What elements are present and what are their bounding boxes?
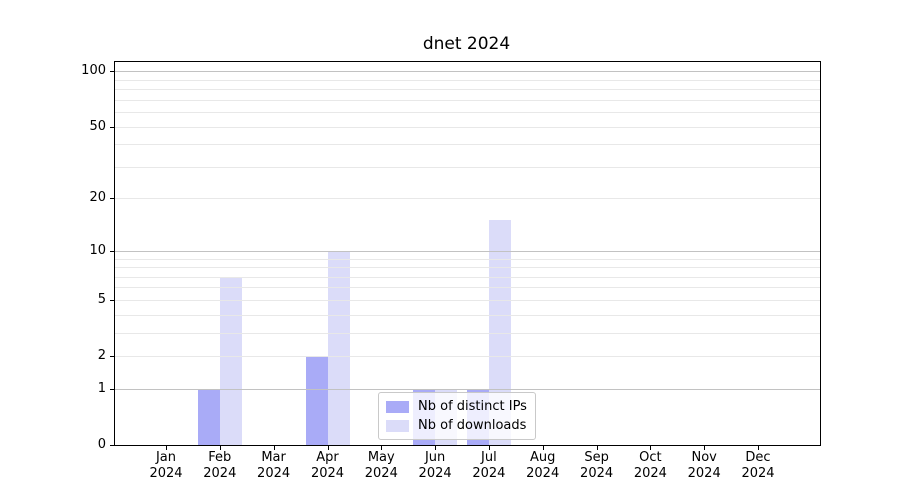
minor-gridline (115, 314, 820, 316)
y-tick-mark (110, 198, 114, 200)
y-tick-mark (110, 71, 114, 73)
x-tick-label: Nov 2024 (676, 450, 732, 482)
x-tick-label: Dec 2024 (730, 450, 786, 482)
x-tick-label: Oct 2024 (622, 450, 678, 482)
x-tick-mark (327, 446, 329, 450)
minor-gridline (115, 356, 820, 357)
x-tick-year: 2024 (418, 466, 452, 481)
x-tick-label: Sep 2024 (569, 450, 625, 482)
x-tick-month: Dec (745, 450, 771, 465)
y-tick-label: 0 (97, 437, 106, 452)
x-tick-year: 2024 (526, 466, 560, 481)
x-tick-mark (381, 446, 383, 450)
y-tick-label: 2 (97, 348, 106, 363)
y-tick-label: 10 (89, 242, 106, 258)
legend: Nb of distinct IPs Nb of downloads (378, 392, 536, 440)
x-tick-mark (596, 446, 598, 450)
x-tick-year: 2024 (633, 466, 667, 481)
minor-gridline (115, 79, 820, 81)
major-gridline (115, 388, 820, 390)
minor-gridline (115, 111, 820, 113)
y-tick-mark (110, 250, 114, 252)
bar-apr-distinct-ips (305, 356, 328, 445)
plot-area: Nb of distinct IPs Nb of downloads (114, 61, 821, 446)
y-tick-mark (110, 356, 114, 357)
legend-label: Nb of distinct IPs (418, 399, 527, 414)
x-tick-mark (219, 446, 221, 450)
minor-gridline (115, 144, 820, 146)
legend-swatch (386, 419, 409, 432)
y-tick-mark (110, 388, 114, 390)
bar-feb-downloads (219, 276, 242, 445)
legend-label: Nb of downloads (418, 418, 527, 433)
y-tick-label: 50 (89, 118, 106, 134)
major-gridline (115, 71, 820, 73)
y-tick-mark (110, 445, 114, 446)
x-tick-mark (166, 446, 167, 450)
y-tick-mark (110, 126, 114, 128)
x-tick-mark (704, 446, 706, 450)
y-tick-label: 1 (97, 380, 106, 396)
x-tick-label: May 2024 (353, 450, 409, 482)
x-tick-month: Nov (691, 450, 717, 465)
minor-gridline (115, 99, 820, 101)
x-tick-mark (758, 446, 759, 450)
x-tick-mark (435, 446, 437, 450)
major-gridline (115, 250, 820, 252)
y-tick-mark (110, 299, 114, 301)
legend-swatch (386, 400, 409, 413)
x-tick-month: Mar (261, 450, 286, 465)
x-tick-month: Oct (639, 450, 662, 465)
x-tick-label: Mar 2024 (246, 450, 302, 482)
x-tick-label: Feb 2024 (192, 450, 248, 482)
x-tick-mark (650, 446, 652, 450)
x-tick-month: Jan (155, 450, 177, 465)
x-tick-mark (488, 446, 490, 450)
x-tick-year: 2024 (310, 466, 345, 481)
x-tick-month: Aug (529, 450, 556, 465)
x-tick-label: Jul 2024 (461, 450, 517, 482)
x-tick-month: Sep (584, 450, 609, 465)
x-tick-mark (273, 446, 275, 450)
minor-gridline (115, 258, 820, 260)
x-tick-year: 2024 (203, 466, 237, 481)
x-tick-label: Jan 2024 (138, 450, 194, 482)
x-tick-year: 2024 (149, 466, 183, 481)
chart-title: dnet 2024 (422, 34, 511, 54)
x-tick-month: Jul (481, 450, 497, 465)
x-tick-month: Feb (208, 450, 232, 465)
x-tick-year: 2024 (364, 466, 398, 481)
minor-gridline (115, 276, 820, 278)
bar-feb-distinct-ips (197, 388, 220, 445)
minor-gridline (115, 89, 820, 90)
minor-gridline (115, 287, 820, 289)
x-tick-month: May (367, 450, 395, 465)
minor-gridline (115, 126, 820, 128)
y-tick-label: 100 (81, 63, 106, 79)
x-tick-year: 2024 (741, 466, 775, 481)
bar-apr-downloads (327, 250, 350, 445)
y-tick-label: 20 (89, 190, 106, 206)
x-tick-month: Apr (316, 450, 339, 465)
minor-gridline (115, 166, 820, 168)
x-tick-month: Jun (424, 450, 446, 465)
x-tick-label: Jun 2024 (407, 450, 463, 482)
x-tick-year: 2024 (580, 466, 614, 481)
legend-item: Nb of distinct IPs (386, 397, 527, 416)
legend-item: Nb of downloads (386, 416, 527, 435)
minor-gridline (115, 332, 820, 334)
x-tick-year: 2024 (687, 466, 721, 481)
x-tick-mark (542, 446, 544, 450)
x-tick-label: Aug 2024 (515, 450, 571, 482)
x-tick-label: Apr 2024 (300, 450, 356, 482)
y-tick-label: 5 (97, 291, 106, 307)
x-tick-year: 2024 (472, 466, 506, 481)
minor-gridline (115, 198, 820, 200)
minor-gridline (115, 299, 820, 301)
minor-gridline (115, 267, 820, 268)
x-tick-year: 2024 (257, 466, 291, 481)
